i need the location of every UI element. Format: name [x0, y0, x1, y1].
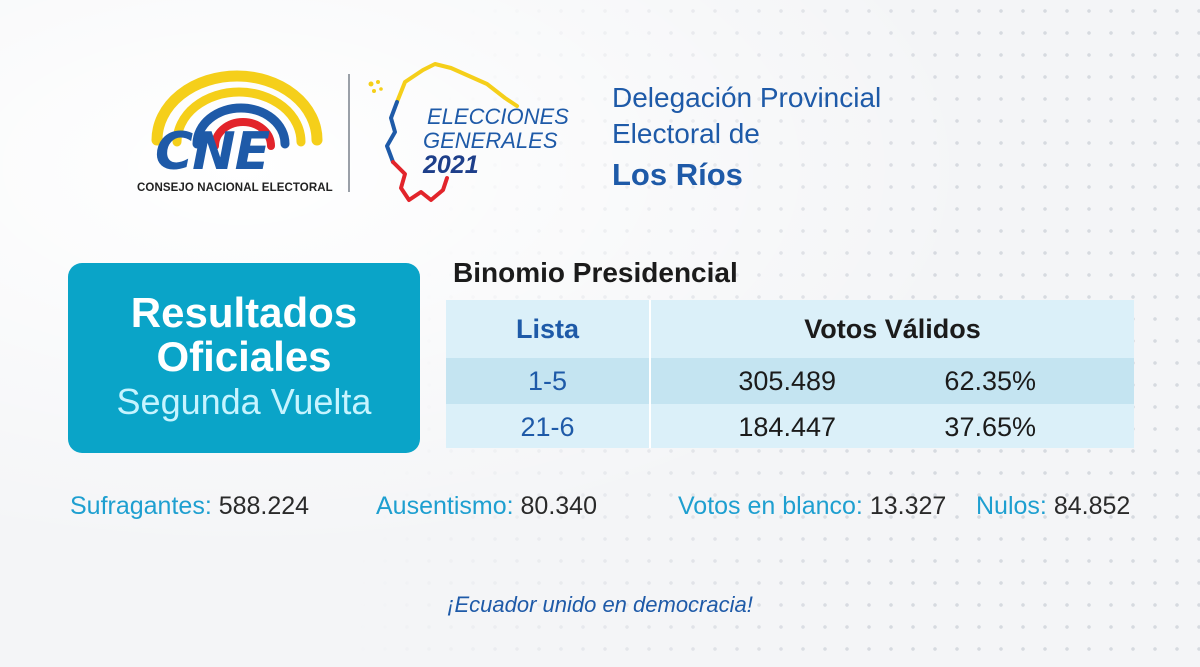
header-lista: Lista: [515, 314, 580, 344]
header-divider: [348, 74, 350, 192]
cne-tagline: CONSEJO NACIONAL ELECTORAL: [137, 182, 333, 194]
slogan: ¡Ecuador unido en democracia!: [447, 592, 753, 617]
badge-line-2: Oficiales: [156, 333, 332, 380]
table-row: 21-6 184.447 37.65%: [446, 404, 1134, 448]
row-lista: 21-6: [520, 412, 575, 442]
table-column-divider: [649, 300, 651, 448]
stat-label: Votos en blanco:: [678, 492, 863, 520]
cne-letters: CNE: [155, 122, 270, 182]
delegacion-province: Los Ríos: [612, 157, 743, 192]
stat-label: Nulos:: [976, 492, 1047, 520]
stat-sufragantes: Sufragantes: 588.224: [70, 492, 309, 521]
row-lista: 1-5: [527, 366, 568, 396]
table-header-row: Lista Votos Válidos: [446, 300, 1134, 358]
delegacion-line-2: Electoral de: [612, 118, 760, 149]
header-votos-validos: Votos Válidos: [804, 314, 981, 344]
row-votos: 305.489: [738, 366, 836, 396]
elecciones-year: 2021: [423, 151, 479, 179]
stat-value: 84.852: [1053, 492, 1131, 520]
cne-arcs-icon: [151, 70, 323, 150]
ecuador-map-icon: [368, 62, 519, 202]
stat-value: 80.340: [520, 492, 597, 520]
badge-line-1: Resultados: [130, 289, 358, 336]
stat-value: 13.327: [869, 492, 947, 520]
badge-line-3: Segunda Vuelta: [116, 381, 372, 422]
resultados-badge: Resultados Oficiales Segunda Vuelta: [68, 263, 420, 453]
elecciones-line-2: GENERALES: [423, 128, 558, 153]
stat-label: Sufragantes:: [70, 492, 212, 520]
delegacion-line-1: Delegación Provincial: [612, 82, 882, 113]
table-row: 1-5 305.489 62.35%: [446, 358, 1134, 404]
stat-ausentismo: Ausentismo: 80.340: [376, 492, 597, 521]
stat-label: Ausentismo:: [376, 492, 514, 520]
elecciones-line-1: ELECCIONES: [427, 104, 569, 129]
row-porcentaje: 37.65%: [944, 412, 1036, 442]
stat-nulos: Nulos: 84.852: [976, 492, 1130, 521]
table-title: Binomio Presidencial: [453, 257, 738, 288]
cne-logo: CNE CONSEJO NACIONAL ELECTORAL: [135, 58, 340, 198]
row-porcentaje: 62.35%: [944, 366, 1036, 396]
stat-value: 588.224: [218, 492, 310, 520]
elecciones-generales-logo: ELECCIONES GENERALES 2021: [365, 60, 580, 205]
results-table: Lista Votos Válidos 1-5 305.489 62.35% 2…: [446, 300, 1134, 448]
row-votos: 184.447: [738, 412, 836, 442]
stat-votos-en-blanco: Votos en blanco: 13.327: [678, 492, 946, 521]
delegacion-title: Delegación Provincial Electoral de Los R…: [612, 80, 881, 198]
